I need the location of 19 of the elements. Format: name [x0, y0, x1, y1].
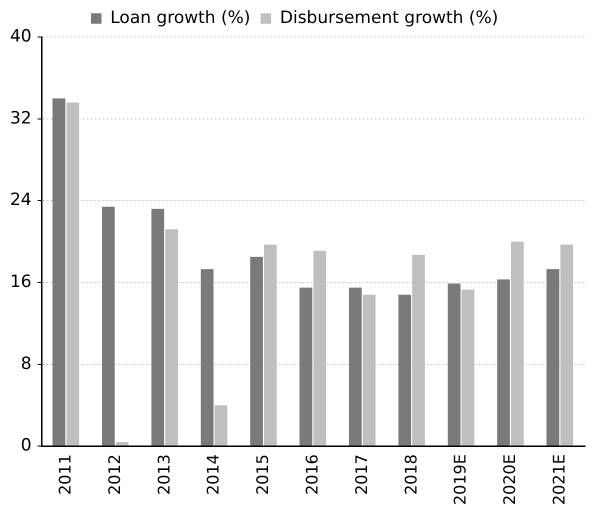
- x-tick-label: 2018: [401, 454, 420, 495]
- x-tick-label: 2012: [104, 454, 124, 495]
- y-tick-label: 8: [20, 354, 32, 374]
- x-tick-label: 2020E: [500, 454, 520, 505]
- y-tick-label: 32: [10, 108, 32, 128]
- x-tick-label: 2014: [204, 454, 223, 495]
- x-tick-label: 2019E: [450, 454, 470, 505]
- y-tick-label: 40: [10, 26, 32, 46]
- y-tick-label: 16: [10, 272, 32, 292]
- x-tick-label: 2017: [352, 454, 371, 495]
- y-tick-label: 24: [10, 190, 32, 210]
- x-tick-label: 2015: [253, 454, 272, 495]
- x-tick-label: 2021E: [549, 454, 568, 505]
- x-tick-label: 2013: [154, 454, 174, 495]
- x-tick-label: 2016: [302, 454, 322, 495]
- x-tick-label: 2011: [55, 454, 74, 495]
- legend-label: Loan growth (%): [110, 8, 250, 28]
- y-tick-label: 0: [20, 436, 32, 456]
- legend-label: Disbursement growth (%): [280, 8, 498, 28]
